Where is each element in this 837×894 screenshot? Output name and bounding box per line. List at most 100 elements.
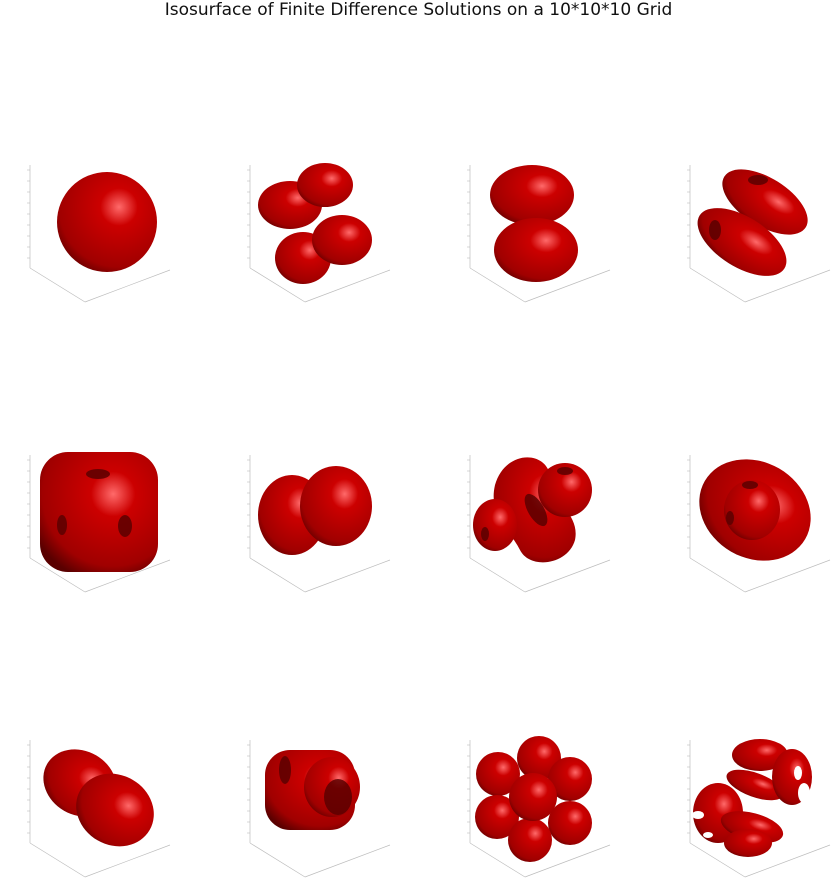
axis-line — [469, 842, 526, 878]
axis-line — [689, 267, 746, 303]
axis-frame — [687, 740, 831, 878]
lobe — [726, 769, 784, 801]
lobe — [508, 818, 552, 862]
axis-line — [304, 559, 391, 593]
panel-5-isosurface — [27, 452, 171, 593]
lobe — [57, 172, 157, 272]
panel-10 — [230, 715, 430, 890]
panel-5 — [10, 430, 210, 605]
panel-12-isosurface — [687, 739, 831, 878]
axis-frame — [687, 165, 831, 303]
panel-2 — [230, 140, 430, 315]
lobe — [312, 215, 372, 265]
hole — [324, 779, 352, 815]
axis-line — [469, 267, 526, 303]
axis-line — [84, 559, 171, 593]
axis-line — [84, 269, 171, 303]
axis-line — [524, 559, 611, 593]
panel-3-isosurface — [467, 165, 611, 303]
axis-line — [524, 844, 611, 878]
hole — [748, 175, 768, 185]
axis-frame — [27, 165, 171, 303]
panel-3 — [450, 140, 650, 315]
axis-frame — [467, 455, 611, 593]
panel-4 — [670, 140, 837, 315]
hole — [726, 511, 734, 525]
axis-frame — [247, 165, 391, 303]
panel-11 — [450, 715, 650, 890]
axis-line — [84, 844, 171, 878]
axis-frame — [27, 740, 171, 878]
lobe — [473, 499, 517, 551]
axis-line — [744, 269, 831, 303]
axis-line — [689, 557, 746, 593]
lobe — [476, 752, 520, 796]
axis-line — [29, 267, 86, 303]
axis-line — [29, 557, 86, 593]
hole — [557, 467, 573, 475]
axis-line — [469, 557, 526, 593]
panel-8-isosurface — [687, 455, 831, 593]
axis-frame — [27, 455, 171, 593]
panel-8 — [670, 430, 837, 605]
panel-12 — [670, 715, 837, 890]
hole — [703, 832, 713, 838]
panel-6-isosurface — [247, 455, 391, 593]
axis-line — [304, 269, 391, 303]
hole — [742, 481, 758, 489]
figure-title: Isosurface of Finite Difference Solution… — [164, 0, 673, 20]
lobe — [724, 480, 780, 540]
lobe — [40, 452, 158, 572]
axis-frame — [467, 165, 611, 303]
panel-9-isosurface — [27, 740, 171, 878]
panel-6 — [230, 430, 430, 605]
panel-10-isosurface — [247, 740, 391, 878]
panel-7-isosurface — [467, 455, 611, 593]
lobe — [475, 795, 519, 839]
lobe — [732, 739, 788, 771]
hole — [709, 220, 721, 240]
hole — [57, 515, 67, 535]
hole — [86, 469, 110, 479]
lobe — [548, 757, 592, 801]
axis-line — [524, 269, 611, 303]
panel-1-isosurface — [27, 165, 171, 303]
hole — [798, 783, 810, 803]
lobe — [538, 463, 592, 517]
lobe — [76, 773, 154, 847]
lobe — [494, 218, 578, 282]
panel-2-isosurface — [247, 163, 391, 303]
lobe — [490, 165, 574, 225]
hole — [481, 527, 489, 541]
lobe — [300, 466, 372, 546]
hole — [279, 756, 291, 784]
hole — [794, 766, 802, 780]
panel-1 — [10, 140, 210, 315]
panel-4-isosurface — [687, 165, 831, 303]
axis-line — [689, 842, 746, 878]
hole — [524, 493, 548, 527]
axis-line — [29, 842, 86, 878]
lobe — [509, 773, 557, 821]
hole — [692, 811, 704, 819]
panel-11-isosurface — [467, 736, 611, 878]
lobe — [724, 829, 772, 857]
lobe — [548, 801, 592, 845]
axis-line — [249, 557, 306, 593]
axis-line — [249, 842, 306, 878]
axis-line — [744, 559, 831, 593]
axis-line — [744, 844, 831, 878]
axis-line — [304, 844, 391, 878]
axis-frame — [247, 455, 391, 593]
lobe — [722, 169, 808, 235]
lobe — [297, 163, 353, 207]
lobe — [517, 736, 561, 780]
axis-frame — [247, 740, 391, 878]
axis-line — [249, 267, 306, 303]
panel-9 — [10, 715, 210, 890]
axis-frame — [467, 740, 611, 878]
panel-7 — [450, 430, 650, 605]
hole — [118, 515, 132, 537]
axis-frame — [687, 455, 831, 593]
